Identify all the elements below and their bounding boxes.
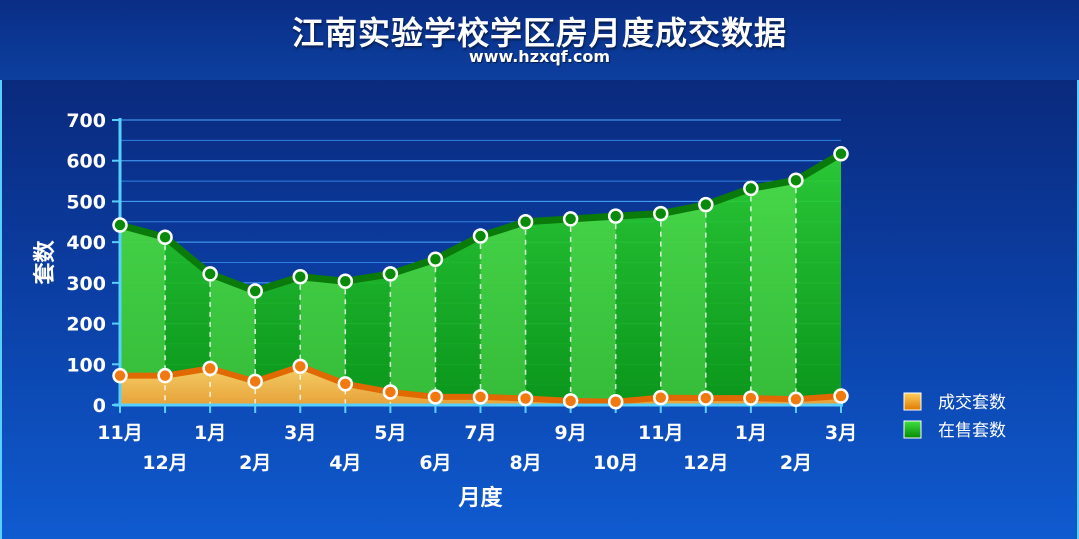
legend-label-成交套数: 成交套数	[938, 393, 1006, 413]
axes	[112, 118, 843, 413]
point-在售套数	[788, 172, 804, 189]
x-tick-label: 1月	[735, 422, 767, 444]
point-在售套数	[517, 214, 534, 230]
chart-title: 江南实验学校学区房月度成交数据	[291, 14, 787, 52]
point-成交套数	[247, 373, 263, 390]
x-tick-label: 10月	[593, 452, 638, 474]
legend-swatch-成交套数	[903, 392, 922, 411]
point-成交套数	[157, 367, 173, 384]
point-在售套数	[472, 228, 489, 244]
point-成交套数	[562, 393, 579, 409]
point-在售套数	[427, 251, 444, 267]
point-成交套数	[202, 360, 218, 377]
legend-swatch-在售套数	[903, 420, 922, 439]
point-在售套数	[607, 208, 624, 224]
x-tick-label: 7月	[464, 422, 496, 444]
x-tick-label: 11月	[638, 422, 683, 444]
point-在售套数	[382, 266, 399, 282]
point-在售套数	[247, 283, 263, 299]
point-成交套数	[112, 367, 128, 384]
band-highlight	[750, 180, 796, 405]
point-在售套数	[202, 266, 218, 282]
point-成交套数	[653, 389, 669, 406]
point-在售套数	[562, 211, 579, 227]
y-tick-label: 700	[66, 110, 106, 132]
x-tick-label: 1月	[194, 422, 226, 444]
band-highlight	[120, 225, 166, 405]
point-在售套数	[833, 146, 849, 162]
y-tick-label: 200	[66, 314, 106, 336]
data-markers	[112, 146, 849, 410]
x-tick-label: 5月	[374, 422, 406, 444]
y-tick-label: 0	[93, 395, 106, 417]
x-tick-label: 2月	[780, 452, 812, 474]
x-tick-label: 8月	[509, 452, 541, 474]
axis-labels: 010020030040050060070011月12月1月2月3月4月5月6月…	[32, 110, 857, 511]
point-在售套数	[743, 180, 759, 197]
chart-subtitle: www.hzxqf.com	[468, 47, 611, 66]
band-highlight	[660, 204, 706, 405]
point-在售套数	[337, 273, 354, 289]
point-在售套数	[112, 217, 128, 233]
point-成交套数	[292, 358, 308, 375]
point-在售套数	[157, 229, 173, 246]
point-成交套数	[607, 393, 624, 410]
point-成交套数	[427, 389, 444, 405]
band-highlight	[570, 216, 616, 405]
x-tick-label: 3月	[825, 422, 857, 444]
y-axis-title: 套数	[32, 240, 58, 285]
x-tick-label: 11月	[97, 422, 142, 444]
y-tick-label: 400	[66, 232, 106, 254]
x-axis-title: 月度	[457, 485, 503, 511]
point-成交套数	[382, 384, 399, 400]
band-highlight	[390, 259, 436, 405]
point-成交套数	[517, 390, 534, 407]
legend-label-在售套数: 在售套数	[938, 421, 1006, 441]
x-tick-label: 12月	[142, 452, 187, 474]
y-tick-label: 300	[66, 273, 106, 295]
x-tick-label: 12月	[683, 452, 728, 474]
point-成交套数	[472, 389, 489, 405]
point-成交套数	[698, 390, 714, 406]
point-在售套数	[653, 205, 669, 222]
point-成交套数	[743, 390, 759, 406]
y-tick-label: 100	[66, 354, 106, 376]
point-在售套数	[292, 269, 308, 285]
y-tick-label: 600	[66, 151, 106, 173]
point-成交套数	[337, 376, 354, 392]
x-tick-label: 2月	[239, 452, 271, 474]
point-成交套数	[788, 391, 804, 408]
x-tick-label: 9月	[555, 422, 587, 444]
x-tick-label: 6月	[419, 452, 451, 474]
x-tick-label: 4月	[329, 452, 361, 474]
point-成交套数	[833, 388, 849, 404]
chart-header: 江南实验学校学区房月度成交数据 www.hzxqf.com	[0, 0, 1079, 82]
x-tick-label: 3月	[284, 422, 316, 444]
point-在售套数	[698, 196, 714, 213]
band-highlight	[480, 221, 526, 405]
y-tick-label: 500	[66, 191, 106, 213]
